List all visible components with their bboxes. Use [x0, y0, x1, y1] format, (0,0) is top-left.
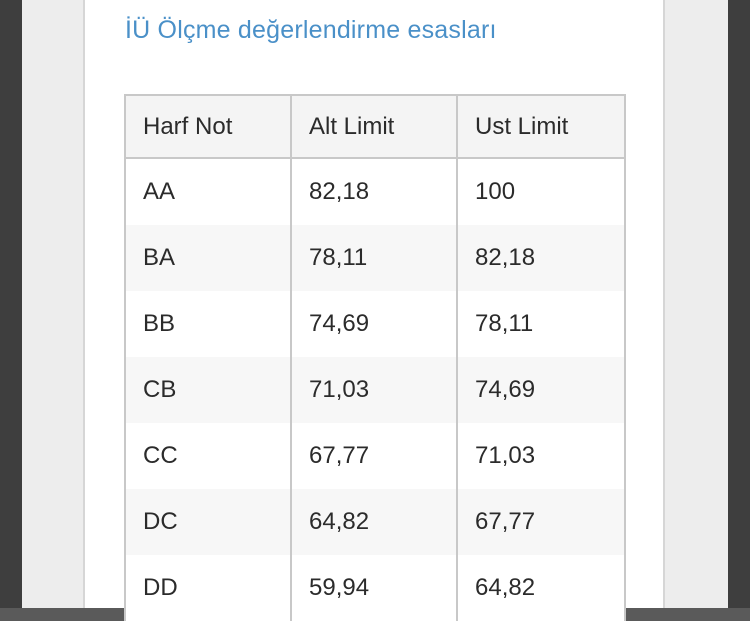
cell-upper-limit: 82,18 — [456, 225, 626, 291]
cell-upper-limit: 71,03 — [456, 423, 626, 489]
cell-upper-limit: 67,77 — [456, 489, 626, 555]
table-row: DC 64,82 67,77 — [124, 489, 626, 555]
cell-lower-limit: 78,11 — [290, 225, 458, 291]
cell-letter-grade: CB — [124, 357, 292, 423]
cell-lower-limit: 67,77 — [290, 423, 458, 489]
cell-upper-limit: 74,69 — [456, 357, 626, 423]
cell-lower-limit: 64,82 — [290, 489, 458, 555]
cell-lower-limit: 71,03 — [290, 357, 458, 423]
grade-limits-table: Harf Not Alt Limit Ust Limit AA 82,18 10… — [124, 94, 626, 621]
table-row: DD 59,94 64,82 — [124, 555, 626, 621]
window-edge-left — [0, 0, 22, 608]
cell-lower-limit: 59,94 — [290, 555, 458, 621]
cell-letter-grade: DD — [124, 555, 292, 621]
header-upper-limit: Ust Limit — [456, 94, 626, 159]
cell-upper-limit: 78,11 — [456, 291, 626, 357]
cell-upper-limit: 64,82 — [456, 555, 626, 621]
cell-letter-grade: BB — [124, 291, 292, 357]
table-row: AA 82,18 100 — [124, 158, 626, 225]
cell-lower-limit: 74,69 — [290, 291, 458, 357]
header-lower-limit: Alt Limit — [290, 94, 458, 159]
cell-lower-limit: 82,18 — [290, 158, 458, 225]
cell-letter-grade: BA — [124, 225, 292, 291]
table-header-row: Harf Not Alt Limit Ust Limit — [124, 94, 626, 159]
table-row: BA 78,11 82,18 — [124, 225, 626, 291]
header-letter-grade: Harf Not — [124, 94, 292, 159]
cell-upper-limit: 100 — [456, 158, 626, 225]
window-edge-right — [728, 0, 750, 608]
assessment-rules-link[interactable]: İÜ Ölçme değerlendirme esasları — [125, 16, 497, 44]
cell-letter-grade: DC — [124, 489, 292, 555]
table-row: BB 74,69 78,11 — [124, 291, 626, 357]
cell-letter-grade: CC — [124, 423, 292, 489]
table-row: CC 67,77 71,03 — [124, 423, 626, 489]
table-row: CB 71,03 74,69 — [124, 357, 626, 423]
cell-letter-grade: AA — [124, 158, 292, 225]
